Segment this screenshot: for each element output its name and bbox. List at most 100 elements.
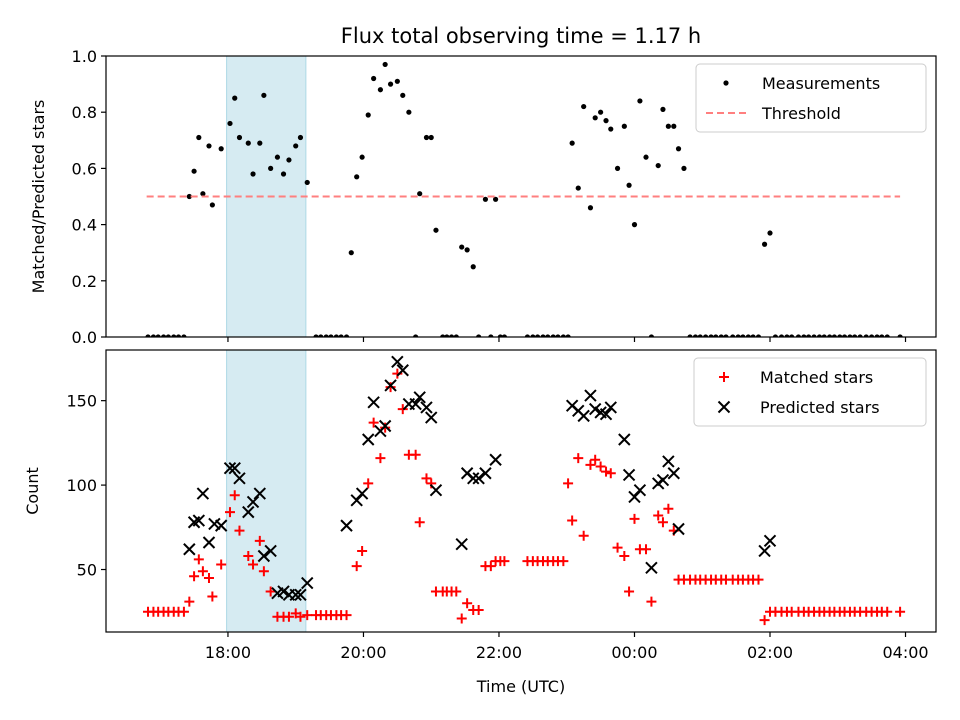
measurement-point [343, 334, 350, 337]
matched-point [612, 542, 623, 553]
measurement-point [459, 244, 465, 250]
measurement-point [713, 334, 719, 337]
measurement-point [160, 334, 167, 337]
predicted-point [425, 411, 438, 424]
predicted-point [223, 461, 237, 475]
x-tick-label: 18:00 [205, 643, 251, 662]
predicted-point [192, 514, 206, 527]
measurement-point [150, 334, 157, 337]
measurement-point [831, 334, 837, 337]
measurement-point [497, 334, 503, 337]
measurement-point [209, 202, 215, 208]
data-layer [143, 355, 906, 626]
y-tick-label: 100 [66, 476, 97, 495]
y-axis-label: Matched/Predicted stars [29, 100, 48, 294]
matched-point [605, 468, 616, 479]
measurement-point [444, 334, 450, 337]
matched-point [585, 459, 596, 470]
matched-point [243, 551, 254, 562]
measurement-point [857, 334, 863, 337]
series-matched-stars [143, 368, 906, 626]
measurement-point [232, 95, 238, 101]
matched-point [302, 610, 313, 621]
predicted-point [301, 576, 314, 590]
predicted-point [378, 419, 392, 433]
predicted-point [409, 397, 422, 411]
x-axis-label: Time (UTC) [476, 677, 565, 696]
matched-point [882, 606, 893, 617]
y-tick-label: 0.4 [72, 216, 97, 235]
matched-point [363, 478, 374, 489]
measurement-point [476, 334, 482, 337]
measurement-point [250, 171, 256, 177]
measurement-point [448, 334, 455, 337]
measurement-point [730, 334, 736, 337]
predicted-point [599, 407, 613, 421]
matched-point [759, 615, 770, 626]
measurement-point [280, 171, 287, 177]
measurement-point [816, 334, 823, 337]
chart-title: Flux total observing time = 1.17 h [341, 24, 701, 48]
measurement-point [811, 334, 817, 337]
measurement-point [631, 222, 638, 228]
matched-point [341, 610, 352, 621]
measurement-point [155, 334, 161, 337]
measurement-point [464, 247, 470, 253]
axes-frame [105, 349, 937, 633]
measurement-point [206, 143, 212, 149]
measurement-point [433, 227, 439, 233]
measurement-point [874, 334, 880, 337]
legend-swatch-measurements [723, 80, 729, 86]
matched-point [641, 544, 652, 555]
matched-point [397, 404, 408, 415]
legend: Matched stars Predicted stars [693, 357, 927, 427]
measurement-point [354, 174, 360, 180]
matched-point [485, 561, 496, 572]
measurement-point [181, 334, 187, 337]
matched-point [456, 613, 467, 624]
measurement-point [648, 334, 655, 337]
measurement-point [879, 334, 885, 337]
predicted-point [656, 473, 670, 487]
panel-counts: 50 100 150 18:00 20:00 22:00 00:00 02:00 04:00 Co… [23, 349, 937, 696]
measurement-point [338, 334, 344, 337]
matched-point [462, 598, 473, 609]
predicted-point [396, 364, 409, 377]
measurement-point [671, 123, 677, 129]
predicted-point [467, 472, 480, 485]
measurement-point [697, 334, 703, 337]
measurement-point [313, 334, 319, 337]
measurement-point [735, 334, 741, 337]
legend-box [695, 63, 927, 133]
predicted-point [384, 379, 397, 392]
measurement-point [740, 334, 746, 337]
legend-label: Matched stars [760, 368, 873, 387]
measurement-point [621, 123, 627, 129]
matched-point [663, 503, 674, 514]
measurement-point [200, 191, 206, 197]
measurement-point [293, 143, 299, 149]
measurement-point [175, 334, 182, 337]
measurement-point [703, 334, 709, 337]
measurement-point [603, 118, 609, 124]
measurement-point [755, 334, 762, 337]
measurement-point [852, 334, 858, 337]
matched-point [646, 596, 657, 607]
predicted-point [413, 391, 426, 404]
measurement-point [257, 140, 263, 146]
matched-point [426, 478, 437, 489]
measurement-point [784, 334, 790, 337]
measurement-point [400, 92, 406, 98]
measurement-point [227, 120, 233, 127]
matched-point [657, 517, 668, 528]
matched-point [410, 449, 421, 460]
measurement-point [569, 140, 575, 146]
predicted-point [584, 389, 597, 402]
measurement-point [440, 334, 446, 337]
predicted-point [242, 505, 255, 519]
measurement-point [847, 334, 853, 337]
predicted-point [289, 588, 302, 602]
predicted-point [662, 455, 675, 468]
predicted-point [645, 561, 658, 575]
predicted-point [355, 487, 369, 500]
